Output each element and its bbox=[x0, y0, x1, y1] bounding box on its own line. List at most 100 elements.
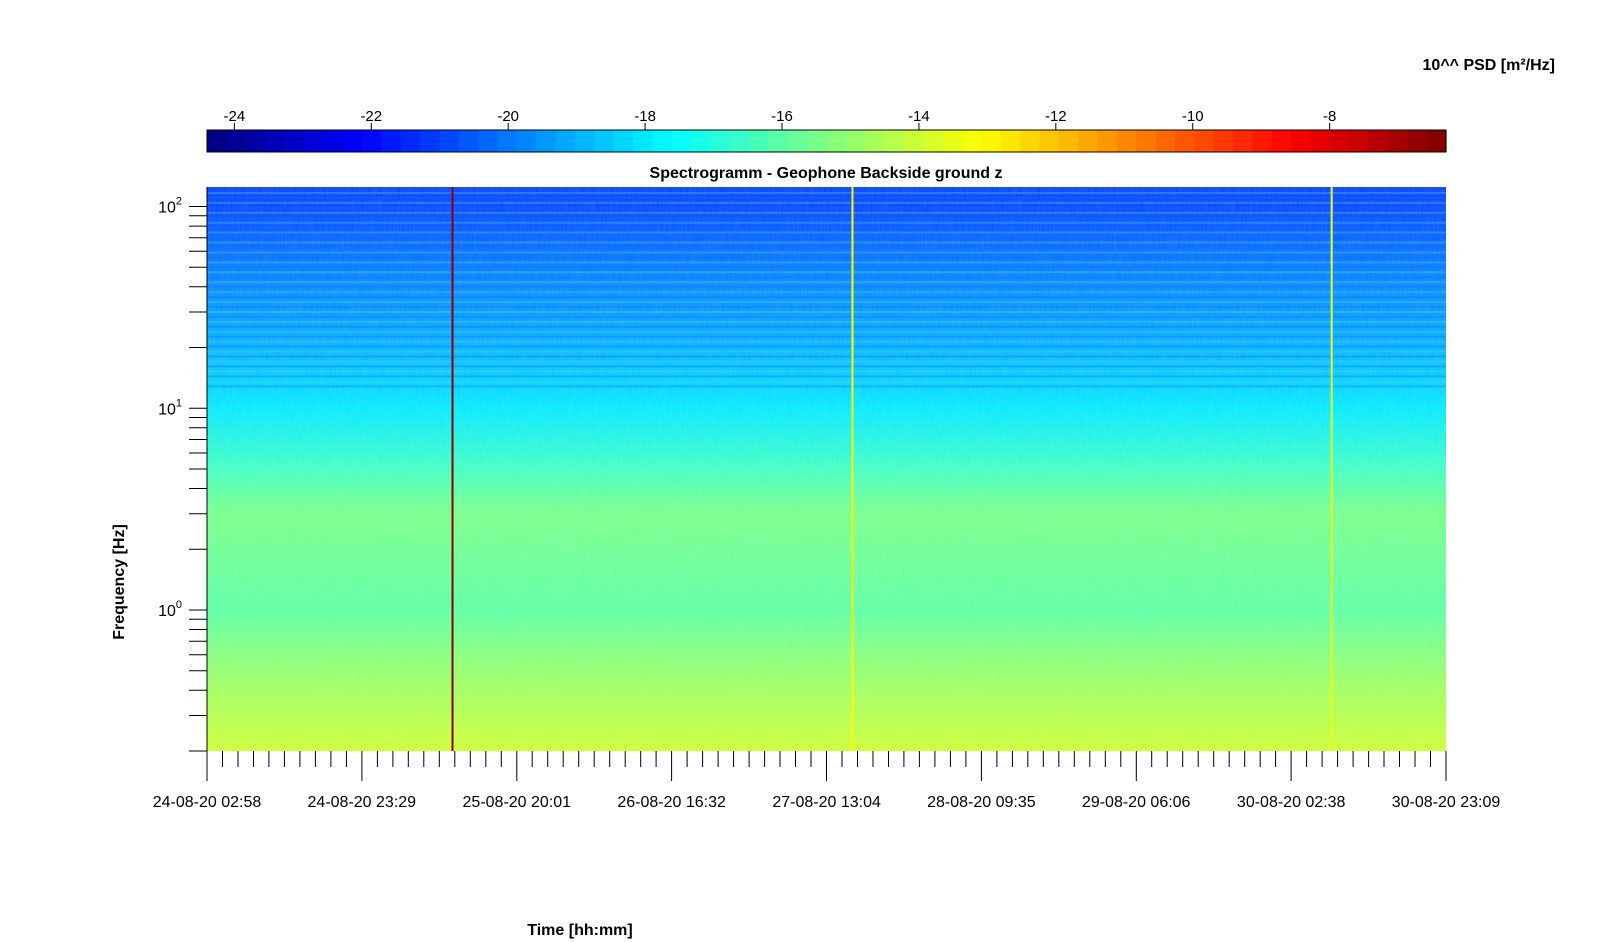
spectrogram-overlays bbox=[207, 187, 1446, 751]
spectral-band bbox=[207, 310, 1446, 313]
colorbar-cell bbox=[845, 130, 866, 152]
colorbar-tick-label: -18 bbox=[634, 108, 656, 125]
y-axis-label: Frequency [Hz] bbox=[111, 524, 128, 640]
colorbar-label: 10^^ PSD [m²/Hz] bbox=[1423, 57, 1555, 74]
colorbar-cell bbox=[981, 130, 1002, 152]
colorbar-cell bbox=[497, 130, 518, 152]
x-tick-label: 24-08-20 02:58 bbox=[153, 794, 262, 811]
spectral-band bbox=[207, 201, 1446, 204]
colorbar-tick-label: -8 bbox=[1323, 108, 1336, 125]
spectral-band bbox=[207, 196, 1446, 199]
colorbar-tick-label: -16 bbox=[771, 108, 793, 125]
spectral-band bbox=[207, 261, 1446, 264]
colorbar-cell bbox=[458, 130, 479, 152]
x-tick-label: 27-08-20 13:04 bbox=[772, 794, 881, 811]
colorbar-cell bbox=[226, 130, 247, 152]
spectral-band bbox=[207, 315, 1446, 318]
colorbar-cell bbox=[284, 130, 305, 152]
colorbar-gradient bbox=[207, 130, 1447, 152]
spectral-band bbox=[207, 291, 1446, 294]
x-tick-label: 30-08-20 23:09 bbox=[1392, 794, 1501, 811]
colorbar-cell bbox=[400, 130, 421, 152]
colorbar-cell bbox=[1407, 130, 1428, 152]
spectral-band bbox=[207, 226, 1446, 229]
colorbar-tick-label: -10 bbox=[1182, 108, 1204, 125]
y-tick-label: 102 bbox=[158, 196, 182, 217]
colorbar-cell bbox=[787, 130, 808, 152]
spectral-band bbox=[207, 330, 1446, 333]
spectral-band bbox=[207, 256, 1446, 259]
spectral-band bbox=[207, 211, 1446, 214]
colorbar-cell bbox=[1233, 130, 1254, 152]
spectral-band bbox=[207, 216, 1446, 219]
colorbar: -24 -22 -20 -18 -16 -14 -12 -10 -8 10^^ PSD [m²/… bbox=[206, 57, 1555, 153]
spectral-band bbox=[207, 301, 1446, 303]
spectral-band bbox=[207, 385, 1446, 388]
colorbar-cell bbox=[207, 130, 227, 152]
spectral-band bbox=[207, 360, 1446, 363]
spectral-band bbox=[207, 355, 1446, 358]
colorbar-cell bbox=[1058, 130, 1079, 152]
spectral-band bbox=[207, 345, 1446, 348]
colorbar-cell bbox=[690, 130, 711, 152]
colorbar-cell bbox=[1368, 130, 1389, 152]
spectral-band bbox=[207, 370, 1446, 373]
colorbar-cell bbox=[1387, 130, 1408, 152]
spectral-band bbox=[207, 236, 1446, 239]
y-axis: 100 101 102 bbox=[158, 187, 208, 752]
spectral-band bbox=[207, 251, 1446, 254]
x-tick-label: 26-08-20 16:32 bbox=[617, 794, 726, 811]
band-layer bbox=[207, 192, 1446, 388]
colorbar-cell bbox=[826, 130, 847, 152]
chart-title: Spectrogramm - Geophone Backside ground … bbox=[650, 165, 1003, 182]
colorbar-cell bbox=[478, 130, 498, 152]
colorbar-cell bbox=[1078, 130, 1099, 152]
x-tick-label: 28-08-20 09:35 bbox=[927, 794, 1036, 811]
colorbar-cell bbox=[245, 130, 266, 152]
plot-area: 100 101 102 24-08-20 02:58 24-08-20 23:29 25… bbox=[153, 187, 1501, 811]
spectral-band bbox=[207, 271, 1446, 274]
colorbar-cell bbox=[962, 130, 982, 152]
event-layer bbox=[451, 187, 1333, 751]
spectral-band bbox=[207, 365, 1446, 368]
colorbar-cell bbox=[594, 130, 615, 152]
spectral-band bbox=[207, 231, 1446, 234]
colorbar-cell bbox=[1252, 130, 1273, 152]
colorbar-cell bbox=[1194, 130, 1215, 152]
colorbar-cell bbox=[942, 130, 963, 152]
colorbar-cell bbox=[265, 130, 286, 152]
spectral-band bbox=[207, 340, 1446, 343]
colorbar-cell bbox=[923, 130, 944, 152]
colorbar-cell bbox=[536, 130, 557, 152]
spectral-band bbox=[207, 241, 1446, 244]
colorbar-cell bbox=[1136, 130, 1157, 152]
spectral-band bbox=[207, 335, 1446, 338]
colorbar-cell bbox=[613, 130, 634, 152]
colorbar-ticks: -24 -22 -20 -18 -16 -14 -12 -10 -8 bbox=[224, 108, 1336, 130]
colorbar-cell bbox=[1097, 130, 1118, 152]
colorbar-cell bbox=[632, 130, 653, 152]
colorbar-cell bbox=[1271, 130, 1292, 152]
colorbar-cell bbox=[1329, 130, 1350, 152]
colorbar-cell bbox=[323, 130, 344, 152]
colorbar-cell bbox=[1291, 130, 1312, 152]
spectral-band bbox=[207, 266, 1446, 269]
spectral-band bbox=[207, 281, 1446, 284]
colorbar-cell bbox=[884, 130, 905, 152]
colorbar-cell bbox=[1039, 130, 1060, 152]
colorbar-frame bbox=[206, 129, 1447, 153]
colorbar-tick-label: -22 bbox=[360, 108, 382, 125]
spectral-band bbox=[207, 306, 1446, 308]
colorbar-cell bbox=[1349, 130, 1370, 152]
spectral-band bbox=[207, 296, 1446, 299]
colorbar-cell bbox=[865, 130, 886, 152]
colorbar-cell bbox=[361, 130, 382, 152]
spectral-band bbox=[207, 375, 1446, 378]
x-tick-label: 30-08-20 02:38 bbox=[1237, 794, 1346, 811]
colorbar-cell bbox=[807, 130, 828, 152]
colorbar-cell bbox=[710, 130, 731, 152]
colorbar-cell bbox=[516, 130, 537, 152]
colorbar-cell bbox=[749, 130, 770, 152]
colorbar-cell bbox=[729, 130, 750, 152]
